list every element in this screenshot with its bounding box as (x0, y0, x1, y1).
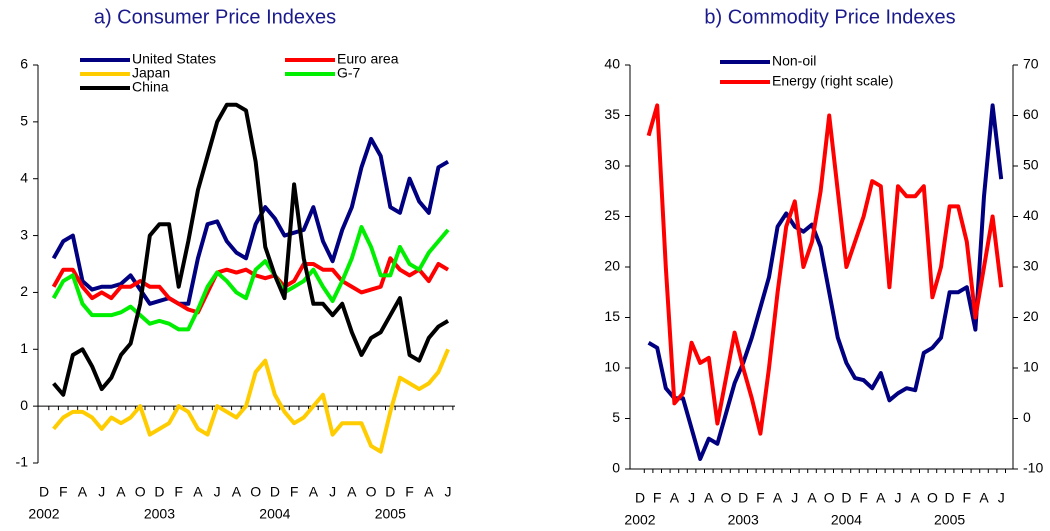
x-tick-label: F (290, 484, 299, 500)
y-tick-label: 5 (20, 113, 28, 129)
x-tick-label: D (841, 490, 851, 506)
x-tick-label: A (773, 490, 783, 506)
x-tick-label: F (405, 484, 414, 500)
year-label: 2004 (259, 506, 290, 522)
x-tick-label: J (895, 490, 902, 506)
y-tick-label: 25 (604, 207, 620, 223)
y-tick-label: 5 (612, 409, 620, 425)
y-tick-label: -1 (16, 454, 29, 470)
legend-label: G-7 (337, 65, 361, 81)
legend-label: Euro area (337, 51, 399, 67)
legend-label: Energy (right scale) (772, 73, 893, 89)
y2-tick-label: 40 (1023, 207, 1039, 223)
x-tick-label: J (214, 484, 221, 500)
y-tick-label: 35 (604, 106, 620, 122)
y-tick-label: 6 (20, 56, 28, 72)
x-tick-label: F (174, 484, 183, 500)
legend-label: Japan (132, 65, 170, 81)
y-tick-label: 2 (20, 283, 28, 299)
x-tick-label: D (635, 490, 645, 506)
y2-tick-label: -10 (1023, 460, 1043, 476)
x-tick-label: D (945, 490, 955, 506)
year-label: 2002 (28, 506, 59, 522)
y-tick-label: 3 (20, 226, 28, 242)
x-tick-label: A (309, 484, 319, 500)
y-tick-label: 1 (20, 340, 28, 356)
y2-tick-label: 30 (1023, 258, 1039, 274)
x-tick-label: A (704, 490, 714, 506)
x-tick-label: J (791, 490, 798, 506)
year-label: 2003 (728, 512, 759, 528)
x-tick-label: D (39, 484, 49, 500)
y-tick-label: 4 (20, 169, 28, 185)
x-tick-label: A (424, 484, 434, 500)
series-line (51, 256, 450, 315)
x-tick-label: F (59, 484, 68, 500)
series-line (51, 225, 450, 332)
x-tick-label: A (78, 484, 88, 500)
x-tick-label: F (859, 490, 868, 506)
x-tick-label: D (154, 484, 164, 500)
x-tick-label: O (250, 484, 261, 500)
legend-label: China (132, 79, 169, 95)
y2-tick-label: 50 (1023, 157, 1039, 173)
y-tick-label: 15 (604, 308, 620, 324)
x-tick-label: D (738, 490, 748, 506)
series-line (647, 103, 1004, 461)
series-line (52, 102, 450, 397)
chart-title: b) Commodity Price Indexes (704, 6, 955, 28)
y2-tick-label: 70 (1023, 56, 1039, 72)
x-tick-label: O (927, 490, 938, 506)
x-tick-label: D (270, 484, 280, 500)
year-label: 2005 (934, 512, 965, 528)
y-tick-label: 0 (612, 460, 620, 476)
y-tick-label: 0 (20, 397, 28, 413)
y-tick-label: 30 (604, 157, 620, 173)
x-tick-label: A (979, 490, 989, 506)
y-tick-label: 10 (604, 359, 620, 375)
year-label: 2005 (375, 506, 406, 522)
y2-tick-label: 0 (1023, 409, 1031, 425)
series-line (52, 348, 450, 454)
year-label: 2003 (144, 506, 175, 522)
x-tick-label: O (135, 484, 146, 500)
x-tick-label: A (347, 484, 357, 500)
x-tick-label: A (911, 490, 921, 506)
year-label: 2002 (624, 512, 655, 528)
x-tick-label: O (721, 490, 732, 506)
legend-label: United States (132, 51, 216, 67)
x-tick-label: J (329, 484, 336, 500)
x-tick-label: J (445, 484, 452, 500)
year-label: 2004 (831, 512, 862, 528)
x-tick-label: A (232, 484, 242, 500)
x-tick-label: J (998, 490, 1005, 506)
x-tick-label: J (98, 484, 105, 500)
y-tick-label: 40 (604, 56, 620, 72)
x-tick-label: O (366, 484, 377, 500)
legend-label: Non-oil (772, 53, 816, 69)
x-tick-label: F (756, 490, 765, 506)
y2-tick-label: 10 (1023, 359, 1039, 375)
x-tick-label: J (688, 490, 695, 506)
chart-title: a) Consumer Price Indexes (94, 6, 336, 28)
series-line (51, 136, 450, 306)
x-tick-label: A (670, 490, 680, 506)
y2-tick-label: 60 (1023, 106, 1039, 122)
x-tick-label: O (824, 490, 835, 506)
x-tick-label: A (193, 484, 203, 500)
x-tick-label: A (876, 490, 886, 506)
x-tick-label: F (653, 490, 662, 506)
x-tick-label: F (963, 490, 972, 506)
series-line (646, 103, 1004, 436)
x-tick-label: A (116, 484, 126, 500)
x-tick-label: A (807, 490, 817, 506)
y-tick-label: 20 (604, 258, 620, 274)
x-tick-label: D (385, 484, 395, 500)
y2-tick-label: 20 (1023, 308, 1039, 324)
